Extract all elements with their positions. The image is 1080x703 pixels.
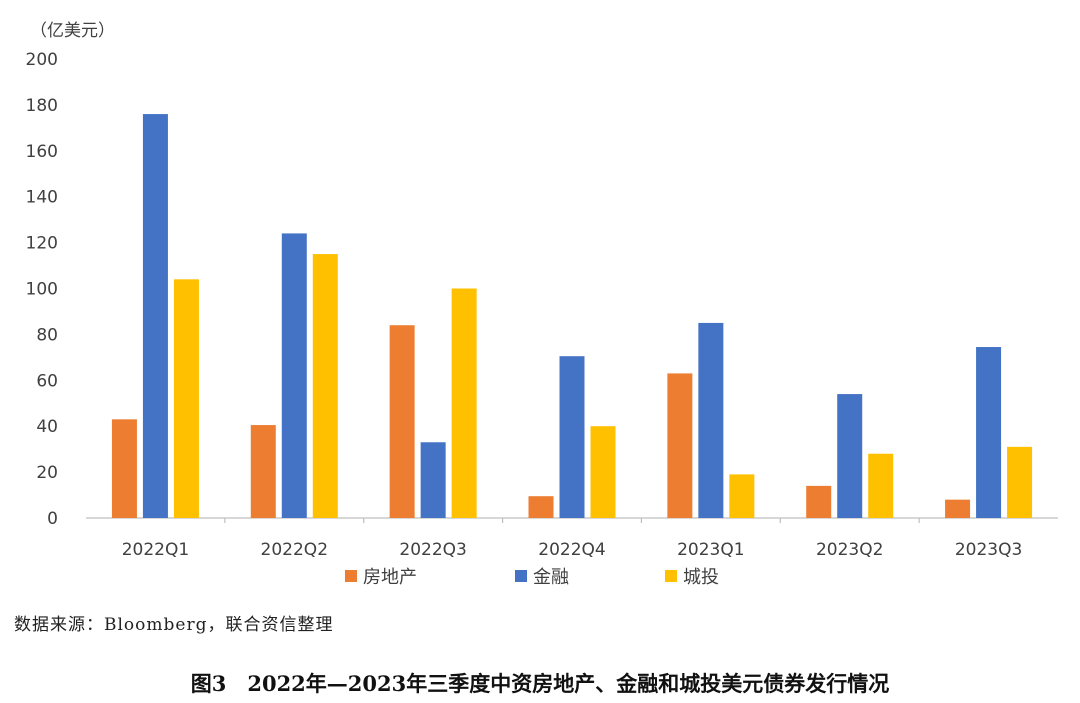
bar-chart: （亿美元） 0 20 40 60 80 100 120 140 160 180 200 2022Q1… (26, 21, 1058, 588)
legend-swatch-金融 (515, 570, 527, 582)
bar-城投-2022Q4 (590, 426, 616, 518)
y-tick-label-60: 60 (36, 371, 58, 391)
legend: 房地产 金融 城投 (345, 567, 719, 588)
y-tick-label-140: 140 (26, 188, 58, 208)
x-tick-label-2023Q1: 2023Q1 (677, 540, 744, 560)
legend-swatch-房地产 (345, 570, 357, 582)
bar-城投-2023Q3 (1007, 446, 1033, 518)
bar-金融-2022Q3 (420, 442, 446, 518)
bar-房地产-2022Q4 (528, 496, 554, 518)
x-tick-label-2022Q4: 2022Q4 (538, 540, 605, 560)
y-tick-label-40: 40 (36, 417, 58, 437)
y-tick-label-0: 0 (47, 509, 58, 529)
bar-房地产-2023Q2 (806, 485, 832, 518)
bar-城投-2023Q2 (868, 453, 894, 518)
bar-城投-2022Q2 (312, 254, 338, 518)
bar-城投-2022Q3 (451, 288, 477, 518)
bar-房地产-2023Q3 (945, 499, 971, 518)
source-note: 数据来源：Bloomberg，联合资信整理 (14, 615, 334, 635)
y-tick-label-100: 100 (26, 280, 58, 300)
bar-金融-2022Q2 (281, 233, 307, 519)
y-tick-label-160: 160 (26, 142, 58, 162)
bar-金融-2022Q4 (559, 356, 585, 518)
bar-房地产-2023Q1 (667, 373, 693, 518)
bar-金融-2023Q2 (837, 394, 863, 518)
y-tick-label-20: 20 (36, 463, 58, 483)
legend-label-金融: 金融 (533, 567, 569, 588)
bar-房地产-2022Q1 (111, 419, 137, 518)
x-axis-ticks: 2022Q1 2022Q2 2022Q3 2022Q4 2023Q1 2023Q2 2023… (122, 518, 1022, 560)
bar-金融-2023Q3 (976, 347, 1002, 518)
x-tick-label-2022Q1: 2022Q1 (122, 540, 189, 560)
y-axis-unit-label: （亿美元） (30, 21, 115, 41)
x-tick-label-2022Q3: 2022Q3 (399, 540, 466, 560)
y-tick-label-180: 180 (26, 96, 58, 116)
bars-group (111, 114, 1033, 519)
y-tick-label-120: 120 (26, 234, 58, 254)
bar-房地产-2022Q2 (250, 425, 276, 518)
legend-label-城投: 城投 (683, 567, 719, 588)
bar-金融-2022Q1 (142, 114, 168, 518)
figure-caption: 图3 2022年—2023年三季度中资房地产、金融和城投美元债券发行情况 (190, 671, 890, 696)
x-tick-label-2023Q3: 2023Q3 (955, 540, 1022, 560)
y-axis-ticks: 0 20 40 60 80 100 120 140 160 180 200 (26, 50, 58, 529)
bar-城投-2022Q1 (173, 279, 199, 518)
y-tick-label-200: 200 (26, 50, 58, 70)
bar-金融-2023Q1 (698, 322, 724, 518)
bar-城投-2023Q1 (729, 474, 755, 518)
legend-label-房地产: 房地产 (363, 567, 417, 588)
legend-swatch-城投 (665, 570, 677, 582)
x-tick-label-2023Q2: 2023Q2 (816, 540, 883, 560)
x-tick-label-2022Q2: 2022Q2 (261, 540, 328, 560)
bar-房地产-2022Q3 (389, 325, 415, 518)
y-tick-label-80: 80 (36, 325, 58, 345)
